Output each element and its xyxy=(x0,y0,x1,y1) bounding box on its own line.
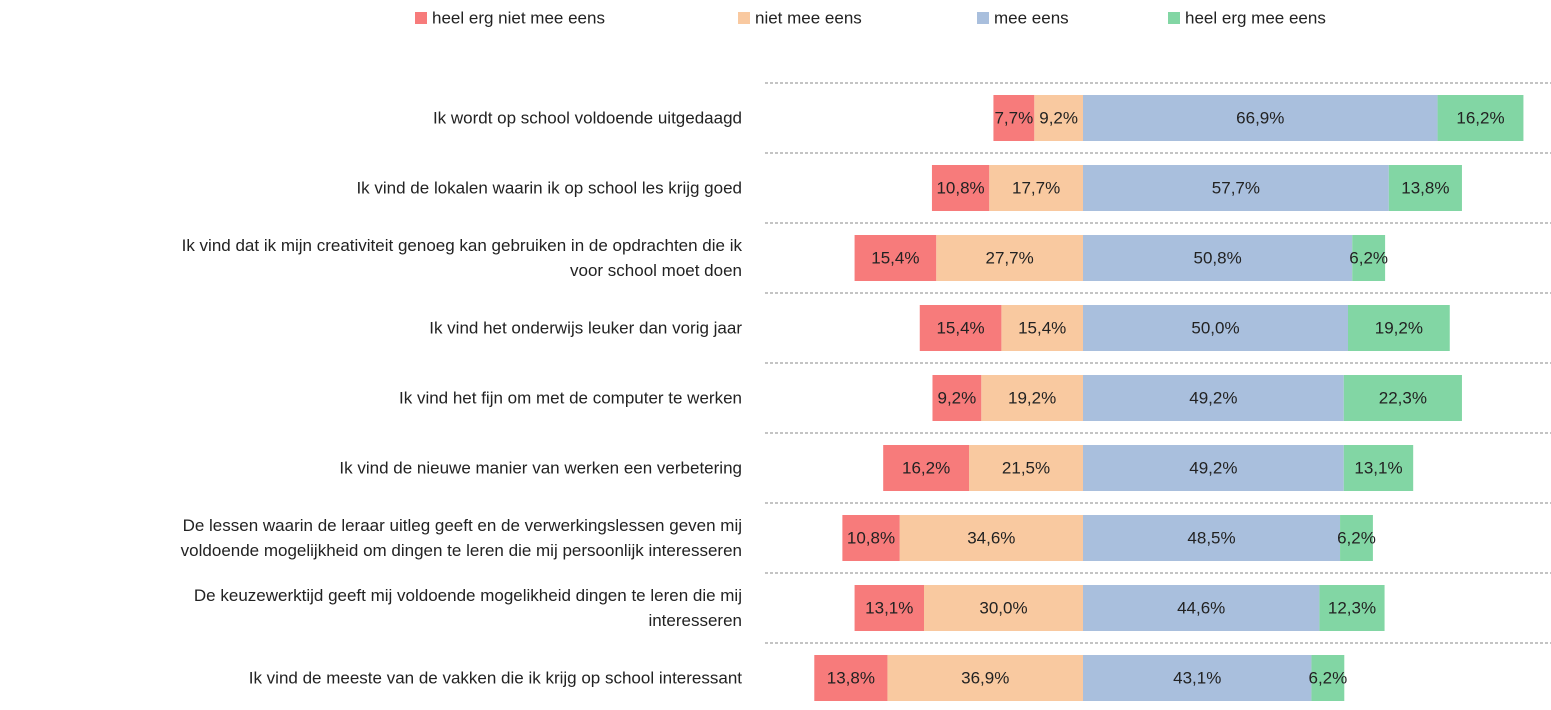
value-label: 16,2% xyxy=(902,458,950,477)
category-label: Ik vind dat ik mijn creativiteit genoeg … xyxy=(181,236,742,280)
value-label: 15,4% xyxy=(936,318,984,337)
bar-segment xyxy=(931,165,990,211)
value-label: 50,0% xyxy=(1191,318,1239,337)
value-label: 17,7% xyxy=(1012,178,1060,197)
value-label: 44,6% xyxy=(1177,598,1225,617)
bar-segment xyxy=(1319,585,1385,631)
value-label: 6,2% xyxy=(1337,528,1376,547)
bar-segment xyxy=(1034,95,1083,141)
value-label: 15,4% xyxy=(871,248,919,267)
bar-segment xyxy=(1083,515,1341,561)
bar-segment xyxy=(1083,445,1344,491)
category-label: Ik wordt op school voldoende uitgedaagd xyxy=(432,108,742,128)
bar-segment xyxy=(989,165,1083,211)
bar-segment xyxy=(1348,305,1450,351)
category-label: Ik vind het fijn om met de computer te w… xyxy=(399,388,742,408)
value-label: 57,7% xyxy=(1212,178,1260,197)
category-label: De lessen waarin de leraar uitleg geeft … xyxy=(180,516,742,560)
bar-segment xyxy=(1311,655,1345,701)
legend-label: heel erg mee eens xyxy=(1185,8,1326,27)
category-label: Ik vind het onderwijs leuker dan vorig j… xyxy=(429,318,742,338)
legend-label: mee eens xyxy=(994,8,1069,27)
legend-swatch xyxy=(977,12,989,24)
value-label: 22,3% xyxy=(1379,388,1427,407)
bar-segment xyxy=(1001,305,1083,351)
bar-segment xyxy=(1083,375,1344,421)
bar-segment xyxy=(1437,95,1524,141)
value-label: 19,2% xyxy=(1375,318,1423,337)
value-label: 10,8% xyxy=(936,178,984,197)
bar-segment xyxy=(919,305,1002,351)
value-label: 10,8% xyxy=(847,528,895,547)
bar-segment xyxy=(969,445,1083,491)
value-label: 48,5% xyxy=(1187,528,1235,547)
value-label: 13,1% xyxy=(865,598,913,617)
value-label: 36,9% xyxy=(961,668,1009,687)
legend-swatch xyxy=(1168,12,1180,24)
value-label: 13,8% xyxy=(1401,178,1449,197)
bar-segment xyxy=(1083,655,1312,701)
value-label: 13,8% xyxy=(827,668,875,687)
category-label: De keuzewerktijd geeft mij voldoende mog… xyxy=(193,586,742,630)
value-label: 6,2% xyxy=(1349,248,1388,267)
value-label: 49,2% xyxy=(1189,388,1237,407)
bar-segment xyxy=(1083,235,1353,281)
bar-segment xyxy=(854,235,937,281)
bar-segment xyxy=(887,655,1083,701)
value-label: 16,2% xyxy=(1456,108,1504,127)
value-label: 43,1% xyxy=(1173,668,1221,687)
legend-swatch xyxy=(415,12,427,24)
bar-segment xyxy=(1352,235,1386,281)
legend-label: niet mee eens xyxy=(755,8,862,27)
bar-segment xyxy=(1083,585,1320,631)
bar-segment xyxy=(993,95,1035,141)
value-label: 30,0% xyxy=(979,598,1027,617)
value-label: 50,8% xyxy=(1194,248,1242,267)
bar-segment xyxy=(936,235,1083,281)
category-label: Ik vind de meeste van de vakken die ik k… xyxy=(248,668,742,688)
bar-segment xyxy=(1343,445,1414,491)
value-label: 27,7% xyxy=(985,248,1033,267)
bar-segment xyxy=(1343,375,1462,421)
bar-segment xyxy=(1083,305,1348,351)
value-label: 6,2% xyxy=(1308,668,1347,687)
bar-segment xyxy=(1083,95,1438,141)
bar-segment xyxy=(924,585,1083,631)
category-label: Ik vind de nieuwe manier van werken een … xyxy=(339,458,742,478)
value-label: 21,5% xyxy=(1002,458,1050,477)
value-label: 66,9% xyxy=(1236,108,1284,127)
bar-segment xyxy=(932,375,982,421)
value-label: 9,2% xyxy=(1039,108,1078,127)
bar-segment xyxy=(842,515,900,561)
bar-segment xyxy=(1083,165,1389,211)
value-label: 15,4% xyxy=(1018,318,1066,337)
bar-segment xyxy=(883,445,970,491)
bar-segment xyxy=(899,515,1083,561)
category-label: Ik vind de lokalen waarin ik op school l… xyxy=(356,178,742,198)
bar-segment xyxy=(814,655,888,701)
value-label: 7,7% xyxy=(994,108,1033,127)
value-label: 12,3% xyxy=(1328,598,1376,617)
bar-segment xyxy=(1388,165,1462,211)
legend-swatch xyxy=(738,12,750,24)
value-label: 49,2% xyxy=(1189,458,1237,477)
bar-segment xyxy=(1340,515,1373,561)
value-label: 34,6% xyxy=(967,528,1015,547)
bar-segment xyxy=(981,375,1083,421)
value-label: 9,2% xyxy=(937,388,976,407)
value-label: 19,2% xyxy=(1008,388,1056,407)
legend-label: heel erg niet mee eens xyxy=(432,8,605,27)
value-label: 13,1% xyxy=(1354,458,1402,477)
bar-segment xyxy=(854,585,924,631)
